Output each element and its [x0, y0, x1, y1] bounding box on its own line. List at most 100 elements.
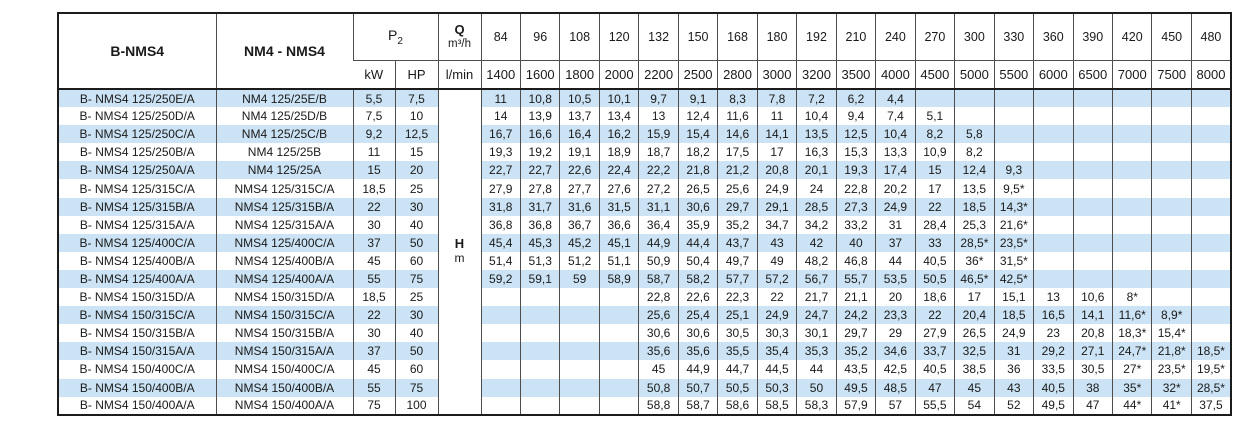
power-hp-cell: 50 [394, 342, 438, 361]
q-unit-label: m³/h [448, 37, 471, 50]
head-value-cell [1190, 179, 1231, 198]
head-value-cell [480, 306, 521, 325]
head-value-cell: 46,8 [835, 251, 876, 270]
head-value-cell: 48,5 [875, 378, 916, 397]
model-cell: NMS4 150/400B/A [215, 378, 353, 397]
head-value-cell: 21,2 [717, 161, 758, 180]
table-row: B- NMS4 150/400A/A NMS4 150/400A/A 75 100 58… [58, 396, 1231, 415]
head-value-cell: 22,3 [717, 288, 758, 307]
head-value-cell: 5,8 [954, 125, 995, 144]
head-value-cell: 36* [954, 251, 995, 270]
head-value-cell: 16,2 [598, 125, 639, 144]
model-cell: NMS4 125/315C/A [215, 179, 353, 198]
head-value-cell: 14,1 [1072, 306, 1113, 325]
head-value-cell: 31,5 [598, 197, 639, 216]
head-value-cell [1033, 143, 1074, 162]
head-value-cell [993, 107, 1034, 126]
head-value-cell: 49 [756, 251, 797, 270]
flow-lmin-header-cell: 8000 [1190, 60, 1231, 90]
table-row: B- NMS4 125/315C/A NMS4 125/315C/A 18,5 25 2… [58, 179, 1231, 198]
head-value-cell: 22 [914, 197, 955, 216]
head-value-cell: 35,6 [677, 342, 718, 361]
head-value-cell: 35,2 [835, 342, 876, 361]
power-kw-cell: 18,5 [352, 288, 395, 307]
head-value-cell [1072, 215, 1113, 234]
head-value-cell: 42 [796, 233, 837, 252]
head-value-cell: 36,7 [559, 215, 600, 234]
head-value-cell: 12,4 [954, 161, 995, 180]
head-value-cell: 45,1 [598, 233, 639, 252]
power-kw-cell: 37 [352, 342, 395, 361]
head-value-cell: 12,5 [835, 125, 876, 144]
power-kw-cell: 45 [352, 360, 395, 379]
head-value-cell: 37 [875, 233, 916, 252]
head-value-cell [480, 288, 521, 307]
head-value-cell: 15,9 [638, 125, 679, 144]
head-value-cell: 36,6 [598, 215, 639, 234]
model-cell: NM4 125/25A [215, 161, 353, 180]
head-value-cell: 58,6 [717, 396, 758, 415]
head-value-cell [1033, 161, 1074, 180]
flow-lmin-header-cell: 3200 [796, 60, 837, 90]
b-model-cell: B- NMS4 150/315D/A [79, 290, 195, 305]
head-value-cell: 51,1 [598, 251, 639, 270]
flow-m3h-header-cell: 132 [638, 13, 679, 61]
model-cell: NMS4 150/400C/A [215, 360, 353, 379]
head-value-cell: 50,3 [756, 378, 797, 397]
head-value-cell: 9,7 [638, 89, 679, 108]
head-value-cell: 13,7 [559, 107, 600, 126]
head-value-cell: 50,4 [677, 251, 718, 270]
head-value-cell: 7,2 [796, 89, 837, 108]
head-value-cell: 13,4 [598, 107, 639, 126]
head-value-cell [1033, 233, 1074, 252]
head-value-cell [519, 306, 560, 325]
head-value-cell: 10,9 [914, 143, 955, 162]
power-kw-cell: 15 [352, 161, 395, 180]
head-value-cell: 42,5* [993, 269, 1034, 289]
head-value-cell [1151, 233, 1192, 252]
flow-m3h-header-cell: 270 [914, 13, 955, 61]
head-value-cell: 24,9 [756, 306, 797, 325]
head-value-cell [1151, 89, 1192, 108]
head-value-cell: 19,3 [835, 161, 876, 180]
head-value-cell [1190, 161, 1231, 180]
head-value-cell: 8,3 [717, 89, 758, 108]
head-value-cell: 47 [1072, 396, 1113, 415]
table-row: B- NMS4 125/315A/A NMS4 125/315A/A 30 40 36,… [58, 215, 1231, 234]
head-value-cell [1151, 125, 1192, 144]
flow-lmin-header-cell: 7500 [1151, 60, 1192, 90]
model-cell: NMS4 125/315B/A [215, 197, 353, 216]
head-value-cell: 58,3 [796, 396, 837, 415]
b-model-cell: B- NMS4 125/400A/A [79, 271, 195, 286]
head-value-cell [1033, 179, 1074, 198]
b-model-cell: B- NMS4 125/250D/A [79, 109, 195, 124]
head-value-cell [1033, 269, 1074, 289]
head-value-cell [598, 288, 639, 307]
head-value-cell [1033, 125, 1074, 144]
power-kw-cell: 55 [352, 269, 395, 289]
flow-lmin-header-cell: 2200 [638, 60, 679, 90]
head-value-cell: 29 [875, 324, 916, 343]
head-value-cell: 31,5* [993, 251, 1034, 270]
b-model-cell: B- NMS4 150/400C/A [79, 362, 195, 377]
head-value-cell: 24,2 [835, 306, 876, 325]
head-value-cell [480, 324, 521, 343]
head-value-cell: 25,6 [717, 179, 758, 198]
table-row: B- NMS4 125/315B/A NMS4 125/315B/A 22 30 31,… [58, 197, 1231, 216]
head-value-cell: 50 [796, 378, 837, 397]
model-cell: NMS4 125/400A/A [215, 269, 353, 289]
head-value-cell [598, 306, 639, 325]
head-value-cell [1033, 107, 1074, 126]
head-value-cell: 18,7 [638, 143, 679, 162]
flow-m3h-header-cell: 108 [559, 13, 600, 61]
head-value-cell: 26,5 [677, 179, 718, 198]
power-hp-cell: 12,5 [394, 125, 438, 144]
power-hp-cell: 75 [394, 378, 438, 397]
head-value-cell [1190, 89, 1231, 108]
header-row-flow-m3h: B-NMS4 NM4 - NMS4 P2 Q m³/h 84 96 108 120 13… [58, 13, 1231, 90]
q-label: Q [454, 22, 465, 38]
head-value-cell: 30,1 [796, 324, 837, 343]
head-value-cell [598, 342, 639, 361]
b-model-cell: B- NMS4 125/250A/A [79, 163, 195, 178]
head-value-cell: 4,4 [875, 89, 916, 108]
